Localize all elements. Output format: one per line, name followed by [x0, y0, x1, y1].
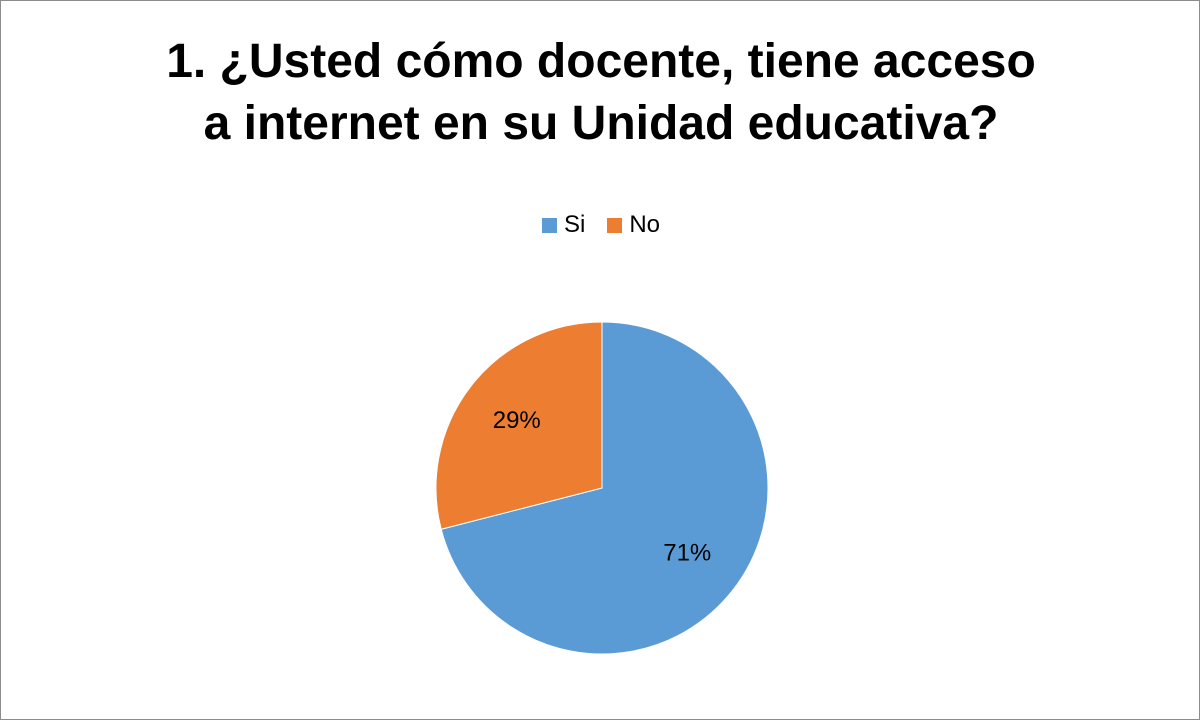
legend-swatch-no: [607, 217, 623, 233]
data-label-si: 71%: [663, 539, 711, 566]
legend-label-si: Si: [563, 211, 586, 238]
pie-data-labels: 71% 29%: [493, 407, 712, 566]
legend-label-no: No: [629, 211, 661, 238]
pie-slice-si: [440, 321, 769, 655]
chart-title-line-2: a internet en su Unidad educativa?: [203, 97, 999, 150]
pie-slice-no: [435, 321, 603, 530]
chart-legend: Si No: [1, 211, 1200, 239]
legend-swatch-si: [541, 217, 557, 233]
pie-slices: [435, 321, 769, 655]
data-label-no: 29%: [493, 407, 541, 434]
legend-item-si: Si: [541, 211, 586, 239]
chart-title: 1. ¿Usted cómo docente, tiene acceso a i…: [1, 31, 1200, 155]
legend-item-no: No: [607, 211, 660, 239]
chart-title-line-1: 1. ¿Usted cómo docente, tiene acceso: [166, 35, 1036, 88]
